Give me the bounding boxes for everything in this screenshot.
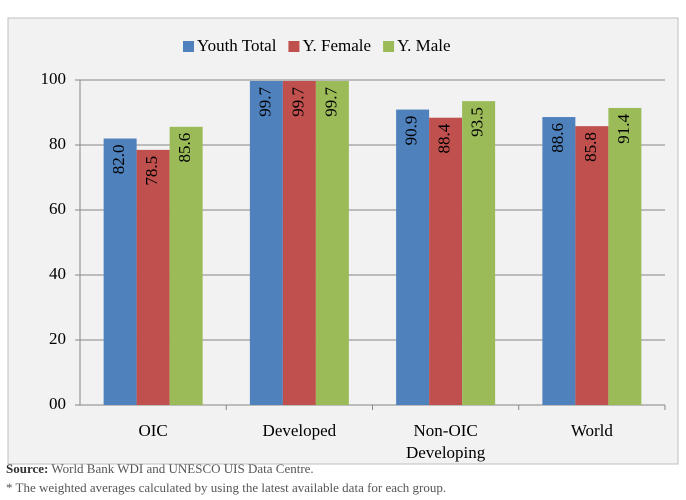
value-label: 99.7: [288, 86, 307, 116]
source: Source: World Bank WDI and UNESCO UIS Da…: [6, 461, 314, 477]
value-label: 93.5: [468, 107, 487, 137]
legend-label: Youth Total: [197, 36, 277, 55]
y-tick-label: 100: [41, 69, 67, 88]
bar: [249, 80, 283, 405]
bar: [136, 149, 170, 405]
source-label: Source:: [6, 461, 49, 476]
value-label: 85.6: [175, 133, 194, 163]
bar: [396, 109, 430, 405]
bar: [575, 126, 609, 406]
bar: [103, 138, 137, 405]
value-label: 91.4: [614, 113, 633, 143]
y-tick-label: 00: [49, 394, 66, 413]
value-label: 88.6: [548, 123, 567, 153]
value-label: 82.0: [109, 145, 128, 175]
bar: [608, 107, 642, 405]
x-tick-label: World: [570, 421, 613, 440]
value-label: 85.8: [581, 132, 600, 162]
y-tick-label: 20: [49, 329, 66, 348]
y-tick-label: 80: [49, 134, 66, 153]
x-tick-label: OIC: [138, 421, 168, 440]
legend-swatch: [288, 41, 300, 52]
value-label: 90.9: [402, 116, 421, 146]
value-label: 99.7: [255, 86, 274, 116]
value-label: 88.4: [435, 123, 454, 153]
bar: [282, 80, 316, 405]
x-tick-label: Developed: [262, 421, 337, 440]
bar: [542, 117, 576, 406]
bar: [315, 80, 349, 405]
bar: [429, 117, 463, 405]
legend-swatch: [383, 41, 395, 52]
x-tick-label: Non-OIC Developing: [405, 421, 486, 462]
bar: [462, 101, 496, 405]
legend-swatch: [183, 41, 194, 52]
value-label: 78.5: [142, 156, 161, 186]
y-tick-label: 40: [49, 264, 66, 283]
legend-label: Y. Female: [302, 36, 371, 55]
value-label: 99.7: [321, 86, 340, 116]
source-text: World Bank WDI and UNESCO UIS Data Centr…: [51, 461, 314, 476]
bar: [169, 126, 203, 406]
y-tick-label: 60: [49, 199, 66, 218]
note: * The weighted averages calculated by us…: [6, 480, 447, 495]
legend-label: Y. Male: [397, 36, 451, 55]
